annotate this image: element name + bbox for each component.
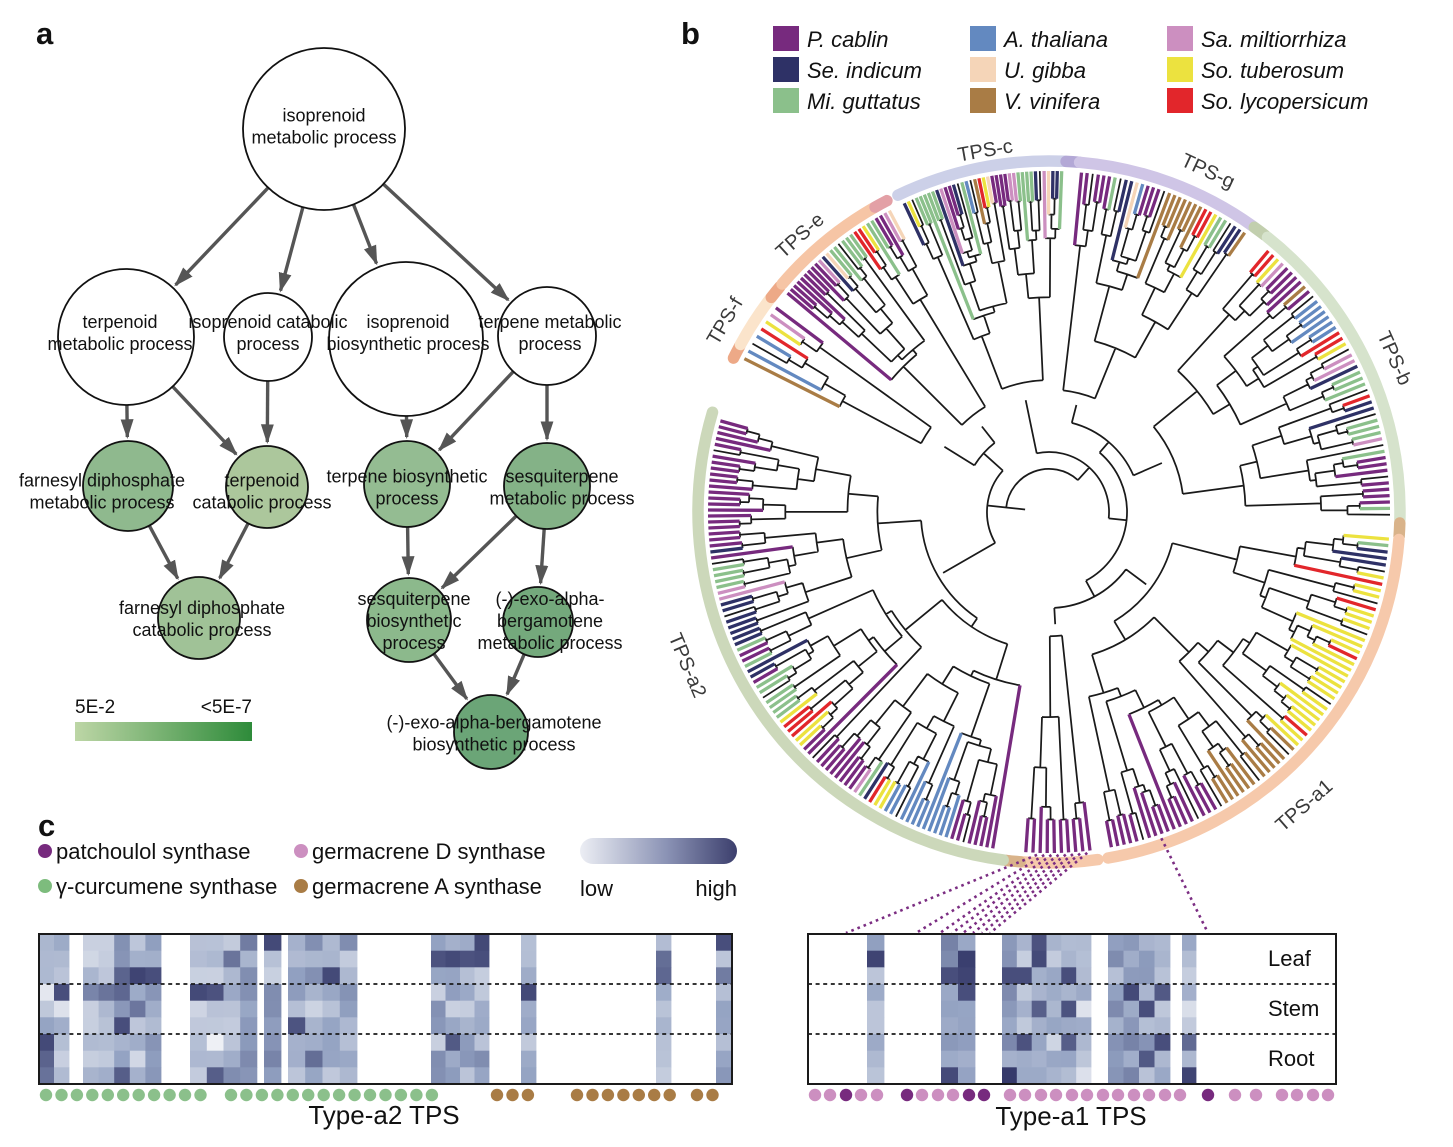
svg-text:isoprenoid: isoprenoid — [366, 312, 449, 332]
svg-text:process: process — [518, 334, 581, 354]
svg-text:process: process — [375, 489, 438, 509]
svg-text:terpenoid: terpenoid — [82, 312, 157, 332]
svg-text:metabolic process: metabolic process — [489, 489, 634, 509]
svg-text:catabolic process: catabolic process — [192, 493, 331, 513]
svg-text:V. vinifera: V. vinifera — [1004, 89, 1100, 114]
svg-text:U. gibba: U. gibba — [1004, 58, 1086, 83]
svg-text:metabolic process: metabolic process — [29, 493, 174, 513]
svg-text:patchoulol synthase: patchoulol synthase — [56, 839, 250, 864]
svg-text:process: process — [382, 633, 445, 653]
svg-text:Stem: Stem — [1268, 996, 1319, 1021]
svg-text:metabolic process: metabolic process — [477, 633, 622, 653]
svg-text:low: low — [580, 876, 613, 901]
svg-text:γ-curcumene synthase: γ-curcumene synthase — [56, 874, 277, 899]
svg-text:sesquiterpene: sesquiterpene — [357, 589, 470, 609]
svg-text:terpene metabolic: terpene metabolic — [478, 312, 621, 332]
svg-text:b: b — [681, 16, 700, 51]
svg-text:catabolic process: catabolic process — [132, 620, 271, 640]
svg-text:Mi. guttatus: Mi. guttatus — [807, 89, 921, 114]
svg-text:A. thaliana: A. thaliana — [1002, 27, 1108, 52]
svg-text:<5E-7: <5E-7 — [201, 697, 252, 718]
svg-text:isoprenoid catabolic: isoprenoid catabolic — [188, 312, 347, 332]
svg-text:So. lycopersicum: So. lycopersicum — [1201, 89, 1369, 114]
svg-text:terpenoid: terpenoid — [224, 470, 299, 490]
svg-text:Se. indicum: Se. indicum — [807, 58, 922, 83]
svg-text:metabolic process: metabolic process — [47, 334, 192, 354]
svg-text:terpene biosynthetic: terpene biosynthetic — [326, 466, 487, 486]
svg-text:process: process — [236, 334, 299, 354]
svg-text:farnesyl diphosphate: farnesyl diphosphate — [119, 598, 285, 618]
svg-text:a: a — [36, 16, 54, 51]
svg-text:isoprenoid: isoprenoid — [282, 105, 365, 125]
svg-text:biosynthetic process: biosynthetic process — [326, 334, 489, 354]
svg-text:Sa. miltiorrhiza: Sa. miltiorrhiza — [1201, 27, 1346, 52]
svg-text:sesquiterpene: sesquiterpene — [505, 466, 618, 486]
svg-text:5E-2: 5E-2 — [75, 697, 115, 718]
svg-text:biosynthetic process: biosynthetic process — [412, 735, 575, 755]
svg-text:biosynthetic: biosynthetic — [366, 611, 461, 631]
svg-text:Leaf: Leaf — [1268, 946, 1312, 971]
svg-text:farnesyl diphosphate: farnesyl diphosphate — [19, 470, 185, 490]
svg-text:Type-a1 TPS: Type-a1 TPS — [995, 1101, 1146, 1131]
svg-text:TPS-a2: TPS-a2 — [664, 630, 711, 701]
svg-text:Root: Root — [1268, 1046, 1314, 1071]
svg-text:high: high — [695, 876, 737, 901]
svg-text:TPS-e: TPS-e — [772, 209, 829, 263]
svg-text:(-)-exo-alpha-: (-)-exo-alpha- — [495, 589, 604, 609]
svg-text:bergamotene: bergamotene — [497, 611, 603, 631]
svg-text:Type-a2 TPS: Type-a2 TPS — [308, 1100, 459, 1130]
svg-text:germacrene A synthase: germacrene A synthase — [312, 874, 542, 899]
svg-text:metabolic process: metabolic process — [251, 128, 396, 148]
svg-text:So. tuberosum: So. tuberosum — [1201, 58, 1344, 83]
svg-text:(-)-exo-alpha-bergamotene: (-)-exo-alpha-bergamotene — [386, 712, 601, 732]
svg-text:c: c — [38, 808, 55, 843]
svg-text:P. cablin: P. cablin — [807, 27, 889, 52]
svg-text:TPS-a1: TPS-a1 — [1272, 775, 1338, 836]
svg-text:germacrene D synthase: germacrene D synthase — [312, 839, 546, 864]
